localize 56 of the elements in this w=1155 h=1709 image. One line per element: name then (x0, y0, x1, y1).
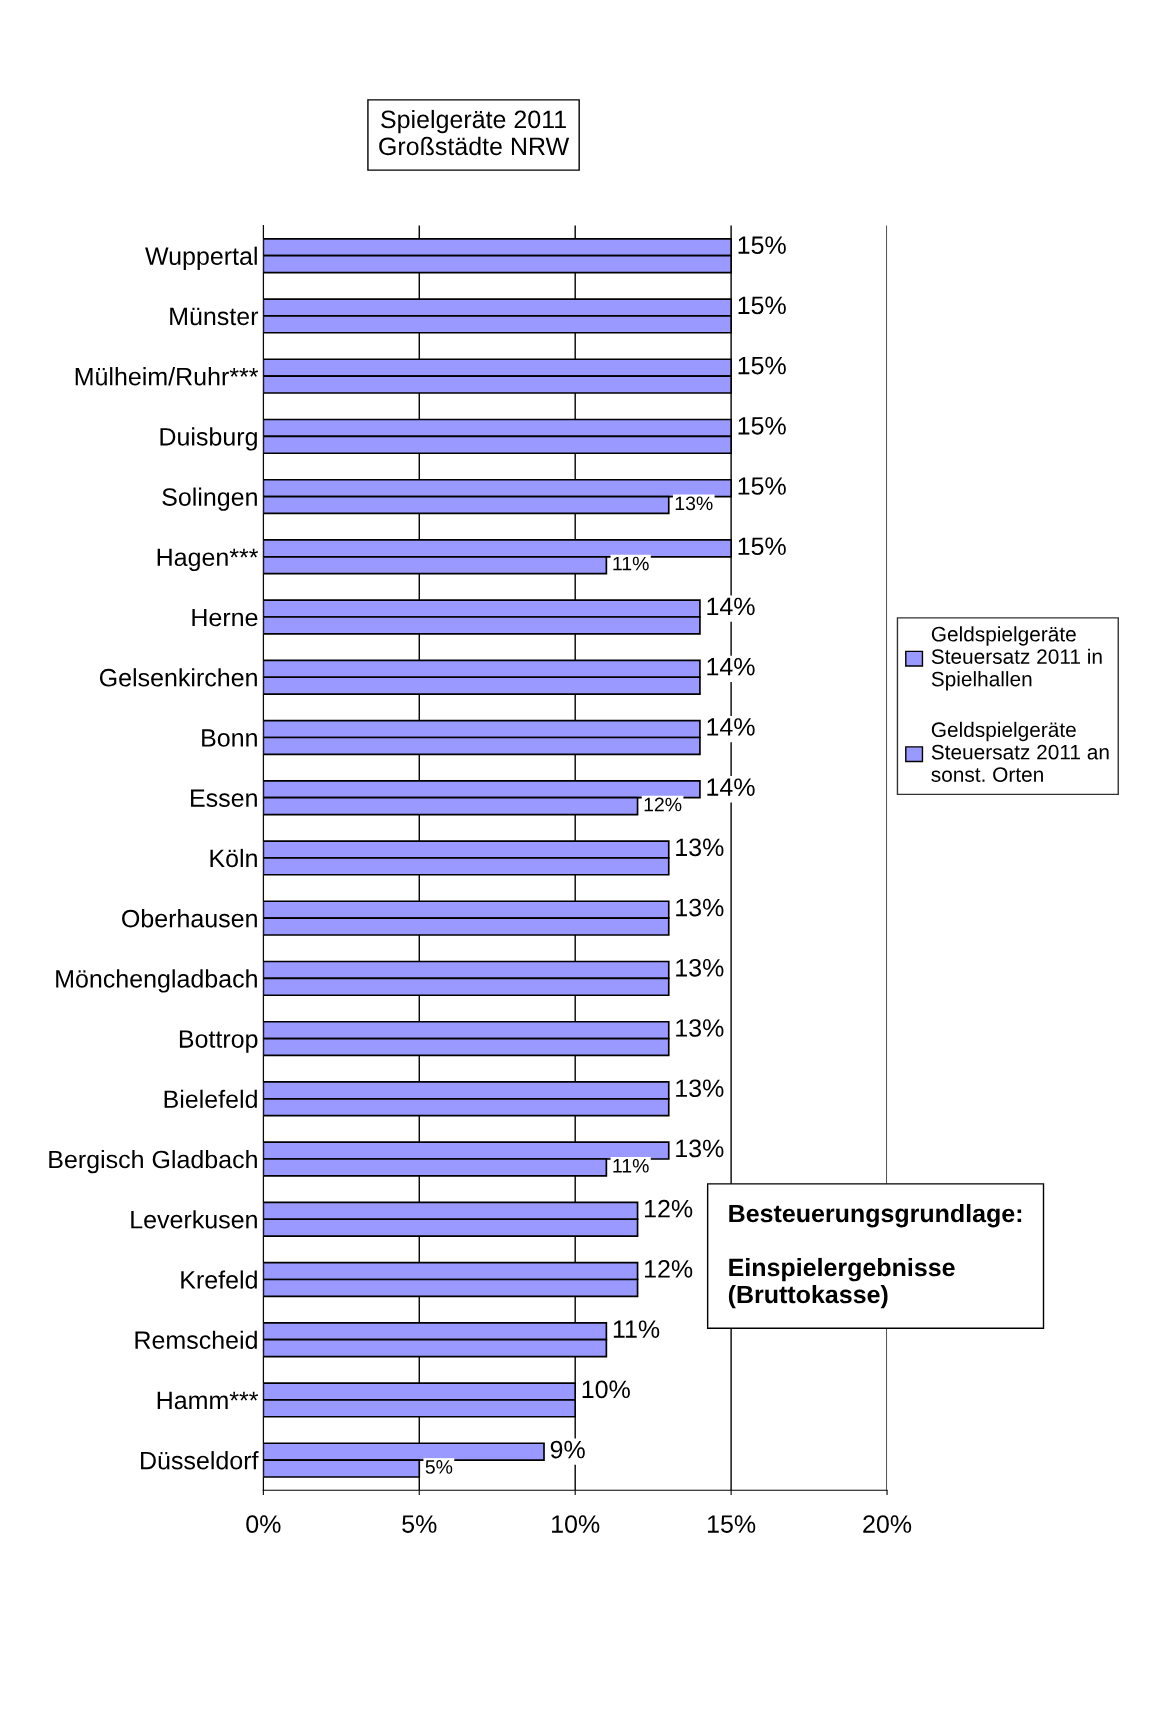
data-label: 15% (738, 296, 786, 315)
x-tick-label: 20% (863, 1515, 912, 1533)
y-tick-label: Hagen*** (157, 548, 259, 572)
data-label: 10% (582, 1380, 630, 1399)
x-tick-label: 5% (402, 1515, 437, 1533)
data-label: 13% (676, 958, 724, 977)
y-tick-label: Köln (210, 848, 257, 868)
text: Besteuerungsgrundlage: Einspielergebnisse (Bruttokasse) (728, 1203, 1022, 1309)
y-tick-label: Krefeld (181, 1270, 257, 1289)
y-tick-label: Hamm*** (157, 1391, 259, 1410)
data-label: 15% (738, 477, 786, 495)
chart-title: Spielgeräte 2011 Großstädte NRW (379, 109, 570, 156)
data-label: 13% (676, 1019, 724, 1037)
data-label: 9% (550, 1440, 585, 1459)
data-label: 12% (645, 1199, 693, 1218)
data-label: 13% (676, 898, 724, 917)
data-label: 11% (613, 556, 649, 571)
y-tick-label: Bergisch Gladbach (49, 1149, 257, 1174)
legend-label: Geldspielgeräte Steuersatz 2011 an sonst. Orten (931, 721, 1109, 782)
y-tick-label: Wuppertal (145, 246, 257, 270)
data-label: 14% (707, 597, 755, 616)
data-label: 15% (738, 417, 786, 435)
data-label: 13% (676, 1139, 724, 1158)
data-label: 14% (707, 657, 755, 676)
x-tick-label: 15% (708, 1515, 756, 1533)
y-tick-label: Solingen (162, 487, 257, 511)
y-tick-label: Mülheim/Ruhr*** (75, 367, 259, 386)
data-label: 12% (644, 797, 682, 812)
data-label: 13% (676, 1079, 724, 1098)
x-tick-label: 10% (552, 1515, 600, 1533)
y-tick-label: Gelsenkirchen (99, 668, 257, 687)
y-tick-label: Mönchengladbach (56, 969, 257, 993)
data-label: 13% (675, 496, 713, 511)
y-tick-label: Oberhausen (122, 909, 257, 928)
y-tick-label: Essen (191, 789, 257, 807)
legend-label: Geldspielgeräte Steuersatz 2011 in Spielhallen (931, 626, 1102, 691)
y-tick-label: Bottrop (179, 1030, 258, 1053)
y-tick-label: Remscheid (135, 1330, 257, 1349)
data-label: 14% (707, 778, 755, 796)
data-label: 11% (613, 1320, 660, 1338)
data-label: 12% (645, 1260, 693, 1278)
data-label: 14% (707, 718, 755, 736)
y-tick-label: Leverkusen (131, 1210, 257, 1229)
data-label: 11% (613, 1158, 649, 1173)
data-label: 15% (738, 236, 786, 254)
data-label: 13% (676, 838, 724, 857)
data-label: 15% (738, 537, 786, 556)
data-label: 15% (738, 356, 786, 375)
data-label: 5% (425, 1460, 453, 1474)
y-tick-label: Herne (192, 608, 258, 627)
y-tick-label: Bielefeld (164, 1089, 257, 1109)
y-tick-label: Düsseldorf (141, 1451, 259, 1470)
y-tick-label: Bonn (202, 729, 257, 747)
y-tick-label: Duisburg (160, 427, 257, 451)
y-tick-label: Münster (170, 307, 259, 326)
x-tick-label: 0% (246, 1515, 281, 1533)
